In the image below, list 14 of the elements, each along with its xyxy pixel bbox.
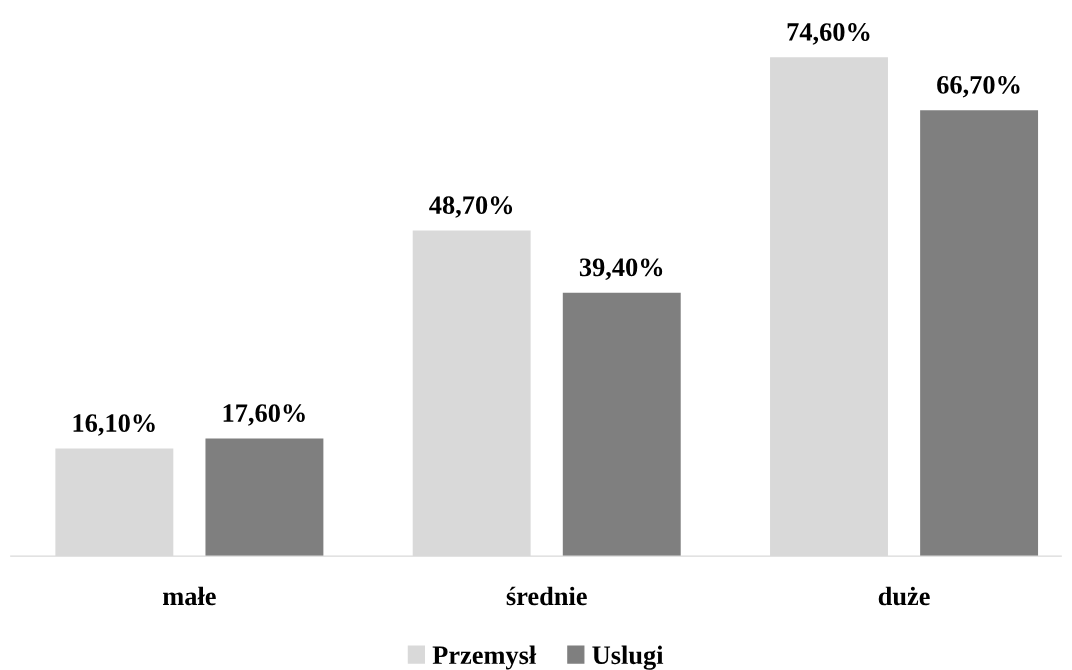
bar (205, 438, 324, 557)
legend-label: Uslugi (592, 645, 664, 670)
bar (562, 292, 681, 557)
data-label: 16,10% (73, 414, 155, 436)
x-tick-label: średnie (506, 586, 587, 606)
data-label: 17,60% (223, 404, 305, 426)
data-label: 66,70% (937, 75, 1020, 98)
data-label: 74,60% (787, 23, 870, 45)
data-label: 48,70% (429, 196, 513, 218)
data-label: 39,40% (579, 258, 663, 281)
legend-label: Przemysł (432, 645, 537, 670)
x-tick-label: małe (162, 586, 216, 606)
bar (920, 110, 1039, 557)
x-tick-label: duże (878, 586, 930, 606)
